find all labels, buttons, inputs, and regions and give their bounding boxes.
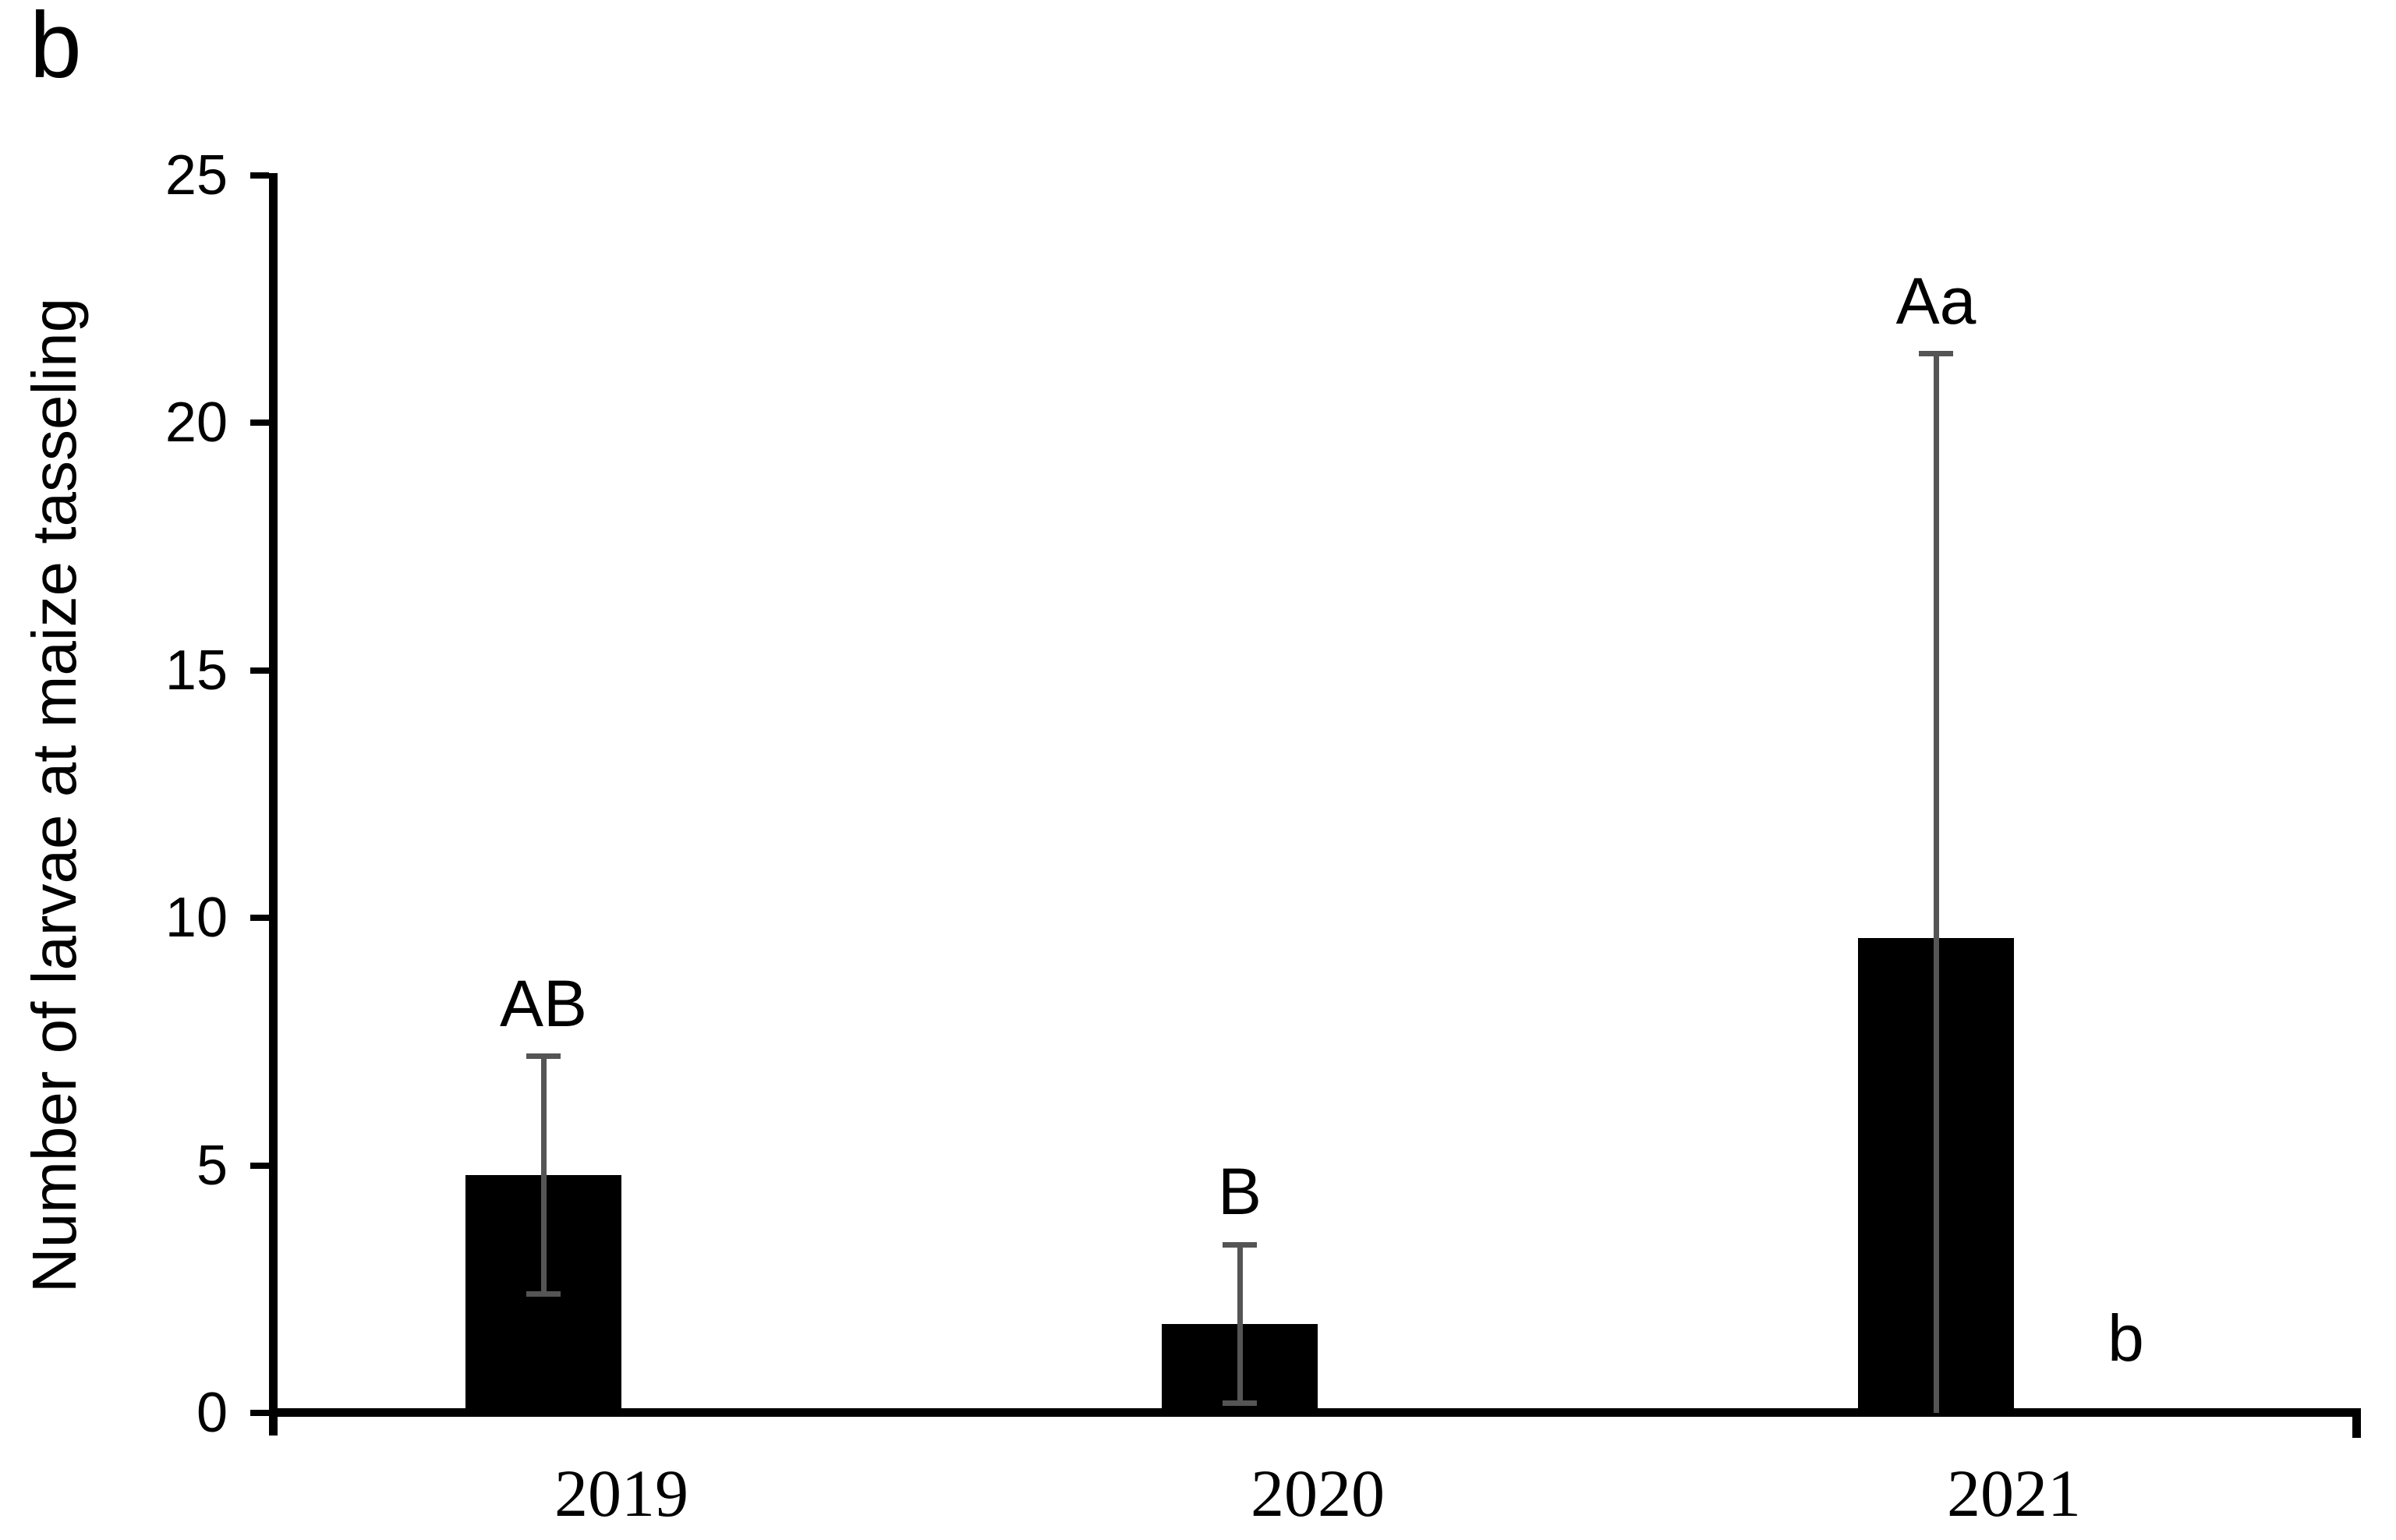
x-axis-end-tick: [2352, 1408, 2361, 1438]
y-axis-tick-label: 20: [165, 391, 228, 455]
error-bar-line: [1237, 1244, 1243, 1404]
error-bar-line: [540, 1056, 547, 1294]
y-axis-line: [269, 173, 278, 1436]
y-axis-tick: [250, 915, 269, 922]
panel-label: b: [30, 0, 82, 97]
error-bar-top-cap: [1919, 351, 1953, 357]
error-bar-top-cap: [526, 1053, 561, 1060]
y-axis-tick-label: 5: [196, 1134, 228, 1197]
y-axis-tick-label: 0: [196, 1382, 228, 1444]
x-axis-category-label: 2019: [554, 1456, 688, 1531]
error-bar-line: [1933, 353, 1939, 1413]
y-axis-tick-label: 10: [165, 887, 228, 950]
bar: [2074, 1407, 2178, 1413]
y-axis-tick: [250, 1410, 269, 1416]
error-bar-bottom-cap: [1223, 1400, 1257, 1406]
y-axis-tick-label: 25: [165, 144, 228, 207]
significance-label: b: [2108, 1301, 2144, 1375]
y-axis-tick: [250, 172, 269, 179]
y-axis-tick-label: 15: [165, 639, 228, 702]
x-axis-category-label: 2021: [1947, 1456, 2081, 1531]
error-bar-top-cap: [1223, 1241, 1257, 1248]
y-axis-tick: [250, 1162, 269, 1169]
error-bar-bottom-cap: [526, 1291, 561, 1297]
significance-label: AB: [499, 966, 588, 1040]
significance-label: Aa: [1895, 264, 1977, 338]
y-axis-tick: [250, 667, 269, 674]
significance-label: B: [1217, 1155, 1262, 1229]
y-axis-tick: [250, 420, 269, 427]
x-axis-category-label: 2020: [1251, 1456, 1385, 1531]
